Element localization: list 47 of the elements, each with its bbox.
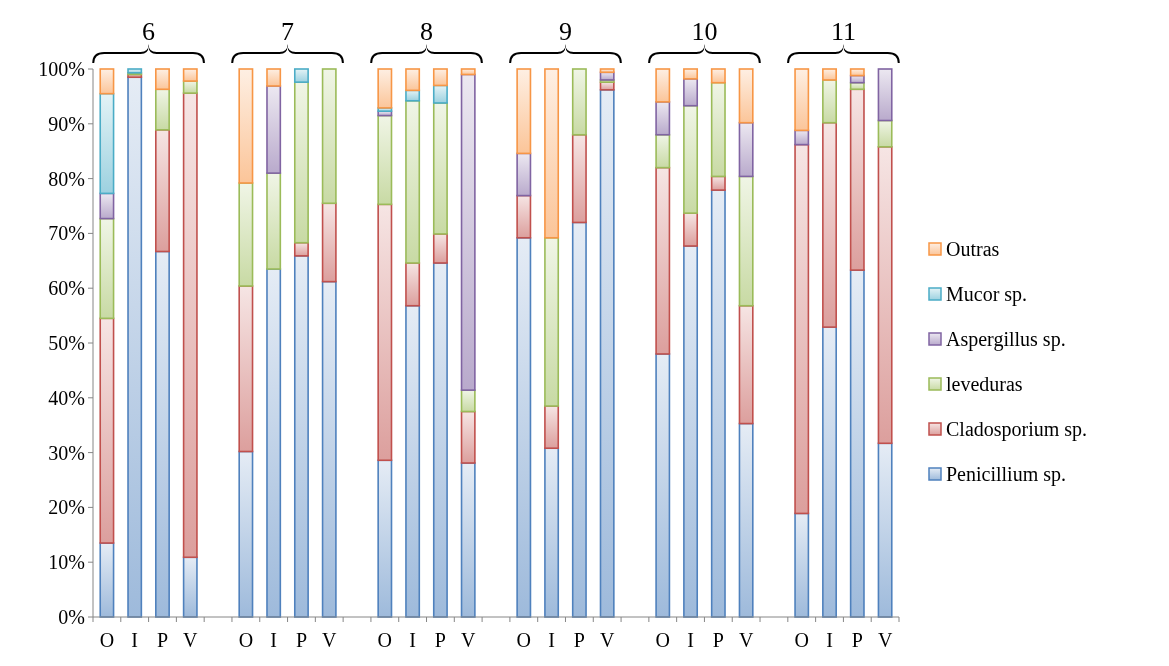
x-tick-label: O — [794, 629, 809, 651]
y-tick-label: 40% — [48, 386, 85, 409]
y-tick-label: 60% — [48, 277, 85, 300]
x-tick-label: O — [99, 629, 115, 651]
text: 11 — [830, 17, 856, 46]
y-tick-label: 80% — [48, 167, 85, 190]
x-tick-label: V — [738, 629, 754, 651]
x-tick-label: V — [877, 629, 893, 651]
legend-label: Aspergillus sp. — [946, 328, 1066, 351]
legend-label: leveduras — [946, 373, 1023, 395]
x-tick-label: V — [183, 629, 199, 651]
y-tick-label: 90% — [48, 112, 85, 135]
x-tick-label: V — [599, 629, 615, 651]
text: 8 — [420, 17, 434, 46]
x-tick-label: I — [409, 629, 416, 651]
x-tick-label: I — [826, 629, 833, 651]
text: 6 — [142, 17, 156, 46]
y-tick-label: 70% — [48, 222, 85, 245]
y-tick-label: 30% — [48, 441, 85, 464]
x-tick-label: V — [460, 629, 476, 651]
x-tick-label: I — [687, 629, 694, 651]
x-tick-label: P — [712, 629, 724, 651]
x-tick-label: O — [655, 629, 670, 651]
x-tick-label: P — [295, 629, 308, 651]
x-tick-label: P — [851, 629, 863, 651]
x-tick-label: O — [516, 629, 532, 651]
y-tick-label: 100% — [38, 58, 85, 80]
x-tick-label: I — [270, 629, 277, 651]
y-tick-label: 50% — [48, 332, 85, 354]
legend-label: Cladosporium sp. — [946, 418, 1088, 441]
legend-label: Mucor sp. — [946, 283, 1028, 306]
text: 10 — [691, 17, 718, 46]
y-tick-label: 10% — [48, 551, 85, 574]
text: 9 — [558, 17, 572, 46]
x-tick-label: P — [573, 629, 585, 651]
y-tick-label: 0% — [58, 606, 85, 628]
x-tick-label: P — [156, 629, 169, 651]
x-tick-label: V — [322, 629, 338, 651]
x-tick-label: P — [434, 629, 446, 651]
x-tick-label: I — [131, 629, 139, 651]
x-tick-label: O — [238, 629, 254, 651]
text: 7 — [281, 17, 295, 46]
y-tick-label: 20% — [48, 496, 85, 519]
x-tick-label: O — [377, 629, 393, 651]
x-tick-label: I — [548, 629, 555, 651]
legend-label: Outras — [946, 238, 1000, 260]
legend-label: Penicillium sp. — [946, 463, 1066, 486]
